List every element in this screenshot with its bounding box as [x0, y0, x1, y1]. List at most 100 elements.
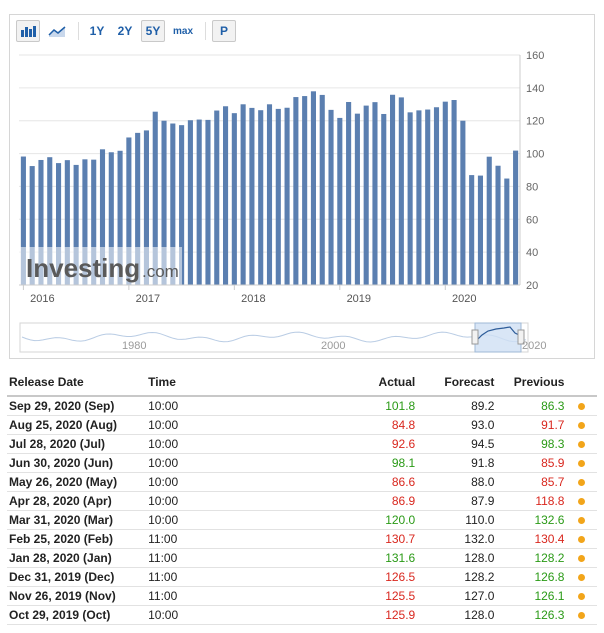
- time-cell: 11:00: [146, 586, 299, 606]
- time-cell: 10:00: [146, 605, 299, 625]
- importance-dot-icon: [566, 434, 597, 454]
- bar[interactable]: [108, 152, 114, 285]
- previous-cell: 126.1: [496, 586, 567, 606]
- importance-dot-icon: [566, 472, 597, 492]
- bar[interactable]: [390, 94, 396, 285]
- bar[interactable]: [504, 178, 510, 285]
- bar[interactable]: [170, 123, 176, 285]
- bar[interactable]: [346, 101, 352, 286]
- importance-dot-icon: [566, 586, 597, 606]
- bar[interactable]: [161, 120, 167, 286]
- bar[interactable]: [425, 109, 431, 285]
- time-cell: 11:00: [146, 567, 299, 587]
- bar[interactable]: [231, 113, 237, 285]
- bar[interactable]: [433, 107, 440, 286]
- bar[interactable]: [91, 159, 97, 285]
- previous-cell: 98.3: [496, 434, 567, 454]
- toolbar-divider: [78, 22, 79, 40]
- y-tick-label: 60: [526, 214, 538, 226]
- bar[interactable]: [29, 166, 35, 285]
- forecast-cell: 128.2: [417, 567, 497, 587]
- bar[interactable]: [513, 150, 519, 285]
- range-max-button[interactable]: max: [173, 25, 194, 37]
- release-date-cell: Jul 28, 2020 (Jul): [7, 434, 147, 454]
- area-chart-icon[interactable]: [44, 20, 70, 42]
- navigator-left-handle[interactable]: [471, 329, 479, 345]
- bar[interactable]: [354, 113, 360, 286]
- bar[interactable]: [214, 110, 220, 285]
- bar[interactable]: [240, 104, 246, 285]
- bar[interactable]: [179, 125, 185, 286]
- table-row: Oct 29, 2019 (Oct) 10:00 125.9 128.0 126.3: [7, 605, 597, 625]
- range-2y-button[interactable]: 2Y: [117, 24, 133, 38]
- bar[interactable]: [47, 157, 53, 285]
- bar[interactable]: [416, 110, 422, 285]
- bar[interactable]: [398, 97, 404, 285]
- range-navigator[interactable]: 1980 2000 2020: [19, 322, 546, 353]
- bar[interactable]: [126, 137, 132, 285]
- bar[interactable]: [82, 159, 88, 285]
- bar[interactable]: [407, 112, 413, 285]
- bar[interactable]: [337, 117, 343, 285]
- header-previous[interactable]: Previous: [496, 372, 567, 397]
- range-5y-button[interactable]: 5Y: [141, 20, 165, 42]
- bar[interactable]: [310, 91, 316, 285]
- bar[interactable]: [442, 101, 448, 285]
- header-release-date[interactable]: Release Date: [7, 372, 147, 397]
- bar[interactable]: [266, 104, 273, 285]
- actual-cell: 125.9: [298, 605, 418, 625]
- bar[interactable]: [187, 120, 193, 285]
- navigator-right-handle[interactable]: [517, 329, 525, 345]
- forecast-cell: 127.0: [417, 586, 497, 606]
- bar[interactable]: [258, 110, 264, 285]
- navigator-history-line: [21, 331, 527, 343]
- bar[interactable]: [223, 106, 229, 285]
- bar[interactable]: [196, 119, 202, 285]
- bar[interactable]: [381, 113, 387, 285]
- bar[interactable]: [319, 94, 325, 285]
- bar[interactable]: [56, 163, 62, 285]
- importance-dot-icon: [566, 605, 597, 625]
- header-time[interactable]: Time: [146, 372, 299, 397]
- bar[interactable]: [275, 108, 281, 285]
- navigator-selection[interactable]: [474, 322, 522, 353]
- bar[interactable]: [143, 130, 149, 285]
- x-tick-label: 2019: [347, 293, 371, 305]
- importance-dot-icon: [566, 415, 597, 435]
- bar[interactable]: [372, 102, 378, 286]
- bar[interactable]: [99, 149, 106, 285]
- x-tick-label: 2017: [136, 293, 160, 305]
- bar[interactable]: [64, 160, 70, 285]
- bar[interactable]: [302, 96, 308, 285]
- table-header-row: Release Date Time Actual Forecast Previo…: [7, 372, 597, 397]
- bar[interactable]: [486, 156, 492, 285]
- bar[interactable]: [20, 156, 26, 285]
- bar[interactable]: [73, 164, 79, 285]
- bar[interactable]: [205, 119, 211, 285]
- bar[interactable]: [328, 109, 334, 286]
- bar[interactable]: [38, 159, 44, 285]
- previous-cell: 85.9: [496, 453, 567, 473]
- bar[interactable]: [152, 111, 158, 286]
- bar[interactable]: [293, 97, 299, 285]
- bar[interactable]: [477, 175, 483, 285]
- previous-cell: 130.4: [496, 529, 567, 549]
- bar[interactable]: [495, 165, 501, 285]
- bar[interactable]: [451, 100, 457, 285]
- bar[interactable]: [460, 120, 466, 286]
- p-button[interactable]: P: [212, 20, 237, 42]
- table-row: Sep 29, 2020 (Sep) 10:00 101.8 89.2 86.3: [7, 396, 597, 416]
- forecast-cell: 128.0: [417, 605, 497, 625]
- bar-chart-icon[interactable]: [16, 20, 40, 42]
- range-1y-button[interactable]: 1Y: [89, 24, 105, 38]
- bar[interactable]: [117, 150, 123, 285]
- actual-cell: 125.5: [298, 586, 418, 606]
- bar[interactable]: [469, 175, 475, 285]
- bar[interactable]: [284, 107, 290, 286]
- bar[interactable]: [249, 107, 255, 286]
- previous-cell: 126.3: [496, 605, 567, 625]
- bar[interactable]: [363, 105, 369, 285]
- header-forecast[interactable]: Forecast: [417, 372, 497, 397]
- header-actual[interactable]: Actual: [298, 372, 418, 397]
- bar[interactable]: [135, 132, 141, 285]
